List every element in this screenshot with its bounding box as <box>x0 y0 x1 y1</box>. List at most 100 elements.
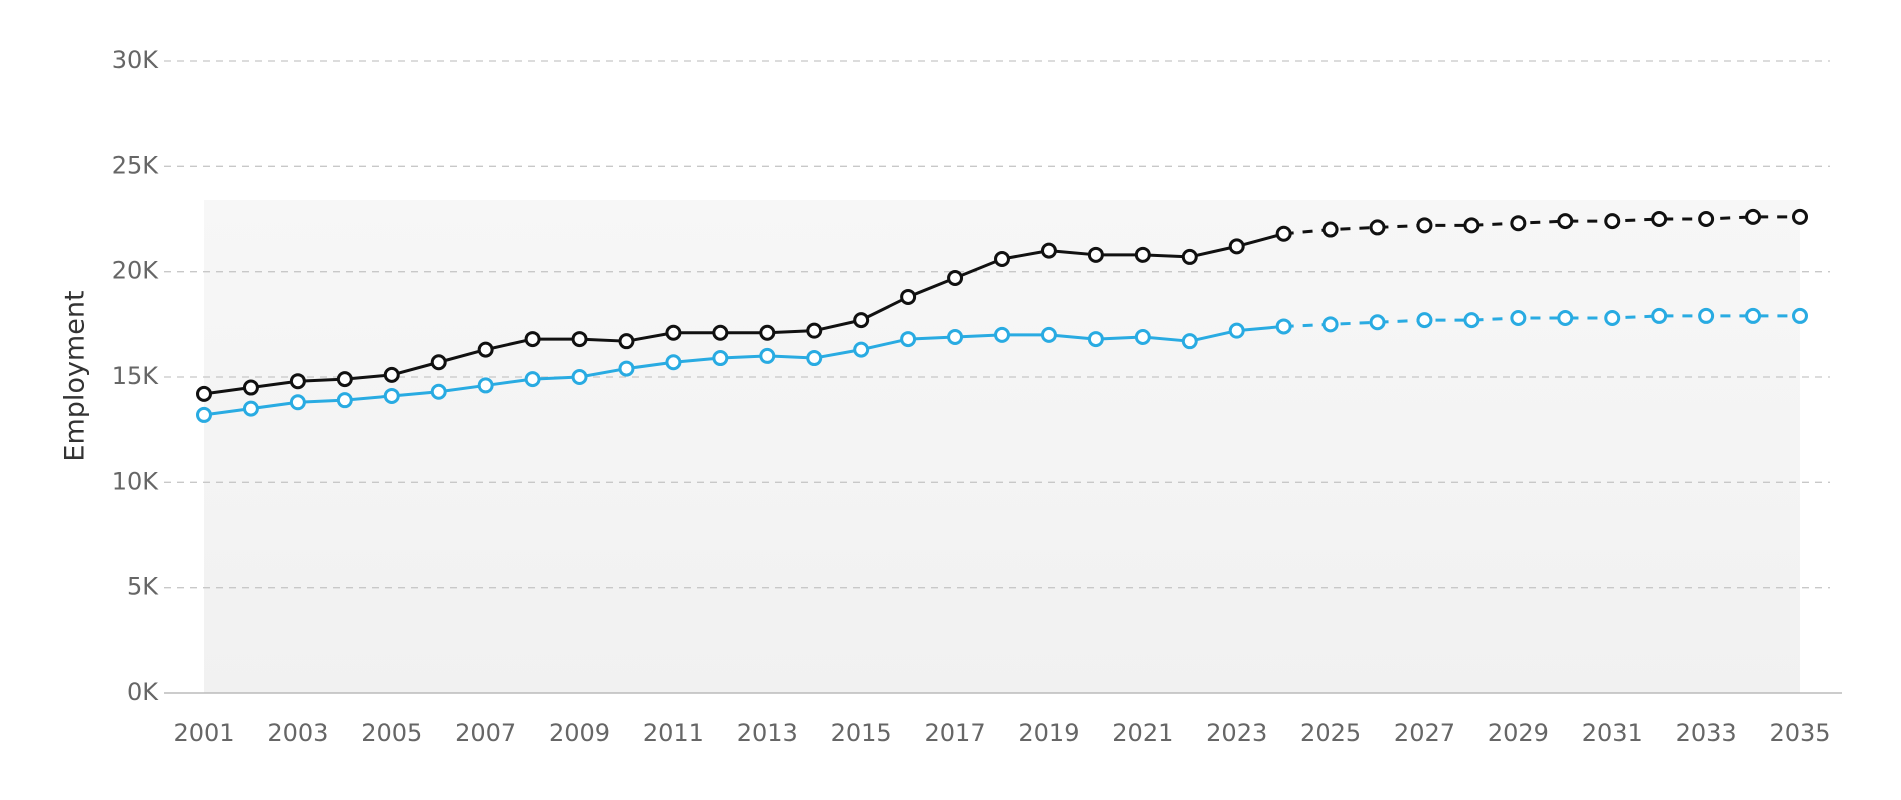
y-axis-title: Employment <box>60 290 91 461</box>
data-point <box>1087 331 1104 348</box>
data-point <box>1557 310 1574 327</box>
y-tick-label: 25K <box>112 151 160 179</box>
data-point <box>1228 322 1245 339</box>
data-point <box>524 331 541 348</box>
x-tick-label: 2011 <box>643 719 704 747</box>
data-point <box>1275 225 1292 242</box>
data-point <box>1510 310 1527 327</box>
x-tick-label: 2031 <box>1582 719 1643 747</box>
y-tick-label: 0K <box>127 678 159 706</box>
data-point <box>1651 211 1668 227</box>
data-point <box>806 350 823 367</box>
data-point <box>1792 208 1808 225</box>
x-tick-label: 2033 <box>1676 719 1737 747</box>
data-point <box>1604 213 1621 230</box>
data-point <box>1134 328 1151 345</box>
x-tick-label: 2023 <box>1206 719 1267 747</box>
data-point <box>1228 238 1245 255</box>
data-point <box>1181 248 1198 265</box>
x-tick-label: 2007 <box>455 719 516 747</box>
data-point <box>1792 307 1808 324</box>
data-point <box>947 269 964 286</box>
data-point <box>383 387 400 404</box>
x-tick-label: 2021 <box>1112 719 1173 747</box>
data-point <box>242 379 259 396</box>
data-point <box>1369 314 1386 331</box>
data-point <box>1604 310 1621 327</box>
data-point <box>336 392 353 409</box>
data-point <box>900 288 917 305</box>
y-tick-label: 30K <box>112 46 160 74</box>
x-tick-label: 2025 <box>1300 719 1361 747</box>
grid: 0K 5K 10K 15K 20K 25K 30K 2001 2003 2005 2007 2009 2… <box>112 46 1831 747</box>
data-point <box>1510 215 1527 232</box>
data-point <box>477 341 494 358</box>
x-tick-label: 2035 <box>1769 719 1830 747</box>
data-point <box>430 383 447 400</box>
x-tick-label: 2027 <box>1394 719 1455 747</box>
plot-background <box>204 200 1800 693</box>
y-tick-label: 15K <box>112 362 160 390</box>
data-point <box>1181 333 1198 350</box>
x-tick-label: 2001 <box>173 719 234 747</box>
data-point <box>1463 217 1480 234</box>
data-point <box>759 324 776 341</box>
y-tick-label: 10K <box>112 467 160 495</box>
data-point <box>430 354 447 371</box>
data-point <box>712 350 729 367</box>
data-point <box>665 354 682 371</box>
data-point <box>196 385 212 402</box>
y-tick-label: 20K <box>112 257 160 285</box>
data-point <box>1134 246 1151 263</box>
data-point <box>853 341 870 358</box>
data-point <box>618 333 635 350</box>
data-point <box>618 360 635 377</box>
data-point <box>853 312 870 329</box>
x-tick-label: 2013 <box>737 719 798 747</box>
data-point <box>1557 213 1574 230</box>
data-point <box>571 331 588 348</box>
x-tick-label: 2003 <box>267 719 328 747</box>
data-point <box>947 328 964 345</box>
data-point <box>336 371 353 388</box>
data-point <box>1698 211 1715 227</box>
data-point <box>1698 307 1715 324</box>
x-tick-label: 2015 <box>831 719 892 747</box>
data-point <box>477 377 494 394</box>
data-point <box>1087 246 1104 263</box>
data-point <box>1040 242 1057 259</box>
data-point <box>994 251 1010 268</box>
data-point <box>1416 217 1433 234</box>
data-point <box>1463 312 1480 329</box>
x-tick-label: 2019 <box>1018 719 1079 747</box>
x-tick-label: 2017 <box>925 719 986 747</box>
data-point <box>806 322 823 339</box>
data-point <box>1322 221 1339 238</box>
x-tick-label: 2029 <box>1488 719 1549 747</box>
data-point <box>1275 318 1292 335</box>
data-point <box>712 324 729 341</box>
y-tick-label: 5K <box>127 573 159 601</box>
data-point <box>1651 307 1668 324</box>
data-point <box>242 400 259 417</box>
data-point <box>289 373 306 390</box>
data-point <box>571 369 588 385</box>
plot <box>196 208 1808 423</box>
data-point <box>196 406 212 423</box>
x-tick-label: 2009 <box>549 719 610 747</box>
data-point <box>524 371 541 388</box>
data-point <box>1040 326 1057 343</box>
data-point <box>383 366 400 383</box>
data-point <box>1369 219 1386 236</box>
data-point <box>1745 307 1762 324</box>
data-point <box>1745 208 1762 225</box>
data-point <box>900 331 917 348</box>
data-point <box>665 324 682 341</box>
data-point <box>1322 316 1339 333</box>
x-tick-label: 2005 <box>361 719 422 747</box>
data-point <box>1416 312 1433 329</box>
data-point <box>759 347 776 364</box>
data-point <box>994 326 1010 343</box>
data-point <box>289 394 306 411</box>
